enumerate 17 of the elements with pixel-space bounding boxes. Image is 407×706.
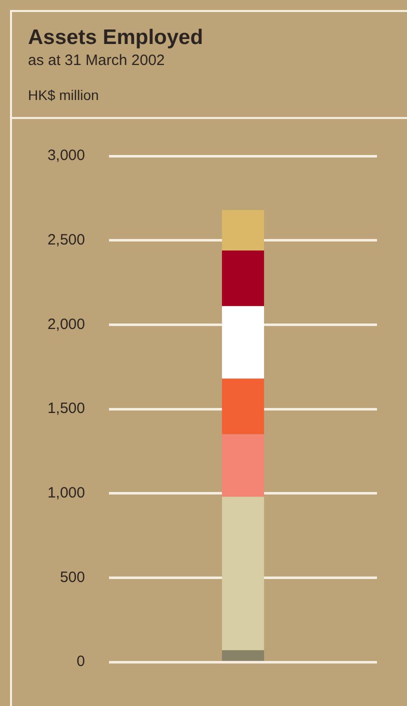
y-tick-label: 500 bbox=[60, 568, 85, 586]
y-tick-label: 1,500 bbox=[47, 400, 85, 418]
y-axis-title: HK$ million bbox=[28, 87, 99, 103]
chart-title: Assets Employed bbox=[28, 26, 204, 50]
y-tick-label: 3,000 bbox=[47, 147, 85, 164]
chart-subtitle: as at 31 March 2002 bbox=[28, 52, 165, 69]
bar bbox=[222, 210, 264, 250]
bar bbox=[222, 306, 264, 379]
y-tick-label: 0 bbox=[76, 653, 85, 670]
y-tick-label: 2,500 bbox=[47, 231, 85, 248]
bar bbox=[222, 378, 264, 434]
y-tick-label: 2,000 bbox=[47, 316, 85, 333]
bar bbox=[222, 496, 264, 650]
bar bbox=[222, 250, 264, 306]
y-tick-label: 1,000 bbox=[47, 484, 85, 502]
bar bbox=[222, 650, 264, 661]
bar bbox=[222, 434, 264, 497]
